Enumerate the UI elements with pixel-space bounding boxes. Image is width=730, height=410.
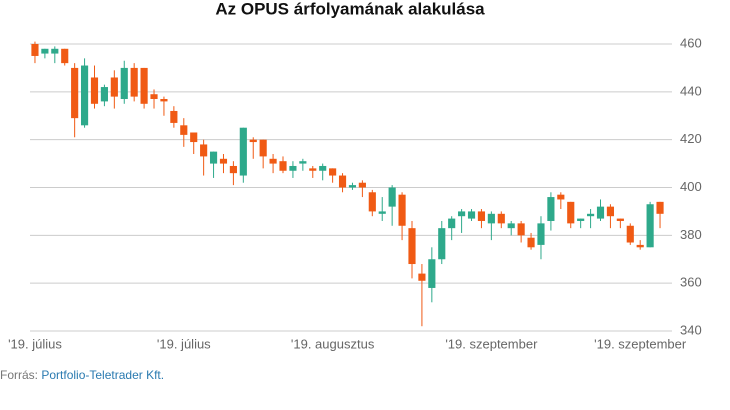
candle-body: [368, 192, 376, 212]
candle-body: [517, 223, 525, 236]
candle-body: [458, 211, 466, 217]
candle-body: [140, 67, 148, 104]
candle-body: [358, 182, 366, 188]
candle-body: [408, 228, 416, 265]
candle-body: [90, 77, 99, 104]
candle-body: [636, 244, 644, 248]
chart-title: Az OPUS árfolyamának alakulása: [215, 0, 485, 18]
candle-body: [51, 48, 59, 54]
candle-body: [249, 139, 257, 143]
y-tick-label: 360: [680, 275, 702, 290]
candle-body: [299, 161, 307, 164]
candle-body: [170, 110, 178, 123]
candle-body: [309, 168, 317, 171]
candle-body: [398, 194, 406, 226]
candle-body: [338, 175, 347, 188]
candle-body: [100, 87, 108, 102]
candle-body: [259, 139, 267, 157]
source-label: Forrás:: [0, 368, 39, 382]
chart: Az OPUS árfolyamának alakulása 340 360 380…: [8, 0, 702, 351]
candle-body: [616, 218, 624, 221]
candle-body: [626, 225, 634, 243]
candle-body: [190, 132, 198, 143]
candle-body: [348, 185, 357, 188]
candle-body: [41, 48, 49, 54]
candle-body: [467, 211, 476, 219]
candle-body: [269, 158, 277, 164]
candle-body: [438, 228, 446, 260]
candle-body: [120, 67, 128, 100]
candle-body: [110, 77, 118, 97]
x-tick-label: '19. szeptember: [594, 336, 687, 351]
candle-body: [448, 218, 456, 229]
candle-body: [547, 197, 555, 221]
candle-body: [209, 151, 218, 164]
x-tick-label: '19. augusztus: [291, 336, 375, 351]
x-tick-label: '19. július: [157, 336, 211, 351]
y-tick-label: 380: [680, 227, 702, 242]
y-tick-label: 420: [680, 131, 702, 146]
source[interactable]: Portfolio-Teletrader Kft.: [41, 368, 165, 382]
candle-body: [537, 223, 545, 245]
candle-body: [239, 127, 247, 176]
candle-body: [329, 168, 337, 176]
y-tick-label: 460: [680, 35, 702, 50]
candle-body: [219, 158, 228, 164]
candle-body: [378, 211, 386, 214]
candle-body: [646, 204, 654, 248]
x-tick-label: '19. július: [8, 336, 62, 351]
candle-body: [418, 273, 426, 281]
candle-body: [71, 67, 79, 119]
candle-body: [289, 165, 297, 171]
candle-body: [279, 161, 287, 171]
candle-body: [31, 44, 39, 56]
candle-body: [477, 211, 486, 221]
candle-body: [557, 194, 565, 200]
candle-body: [577, 218, 585, 221]
candle-body: [160, 99, 168, 102]
candle-body: [497, 213, 505, 224]
candle-body: [428, 259, 436, 288]
candle-body: [130, 67, 138, 97]
x-tick-label: '19. szeptember: [445, 336, 538, 351]
y-tick-label: 400: [680, 179, 702, 194]
candle-body: [61, 48, 69, 64]
candle-body: [596, 206, 605, 219]
candle-body: [567, 201, 575, 224]
candle-body: [606, 206, 615, 217]
candle-body: [150, 94, 158, 100]
candle-body: [527, 237, 535, 248]
candle-body: [229, 165, 237, 174]
candle-body: [388, 187, 396, 207]
candle-body: [200, 144, 208, 157]
candle-body: [507, 223, 515, 229]
y-tick-label: 340: [680, 322, 702, 337]
candle-body: [80, 65, 89, 126]
candle-body: [319, 165, 327, 171]
candle-body: [180, 125, 188, 135]
candle-body: [656, 201, 664, 214]
candle-body: [587, 213, 595, 217]
candle-body: [487, 213, 495, 224]
footer: Forrás: Portfolio-Teletrader Kft.: [0, 368, 164, 382]
y-tick-label: 440: [680, 83, 702, 98]
